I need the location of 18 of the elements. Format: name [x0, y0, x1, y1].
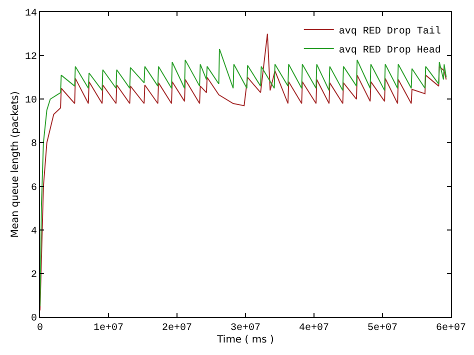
x-tick-label: 1e+07 — [93, 323, 124, 334]
y-tick-label: 8 — [30, 139, 37, 150]
y-tick-label: 6 — [30, 182, 37, 194]
x-tick-label: 2e+07 — [162, 323, 192, 334]
x-tick-label: 6e+07 — [436, 323, 466, 334]
y-tick-label: 14 — [24, 8, 37, 20]
x-tick-label: 4e+07 — [298, 323, 330, 334]
y-tick-label: 0 — [30, 314, 37, 324]
x-axis-title: Time ( ms ) — [216, 334, 274, 346]
y-tick-label: 12 — [24, 52, 37, 64]
y-tick-label: 2 — [30, 270, 37, 281]
y-tick-label: 4 — [30, 226, 37, 238]
legend-label: avq RED Drop Tail — [338, 25, 441, 38]
x-tick-label: 5e+07 — [367, 323, 398, 334]
y-tick-label: 10 — [24, 96, 37, 107]
x-tick-label: 3e+07 — [230, 323, 261, 334]
y-axis-title: Mean queue length (packets) — [10, 91, 21, 238]
legend-label: avq RED Drop Head — [338, 44, 441, 56]
